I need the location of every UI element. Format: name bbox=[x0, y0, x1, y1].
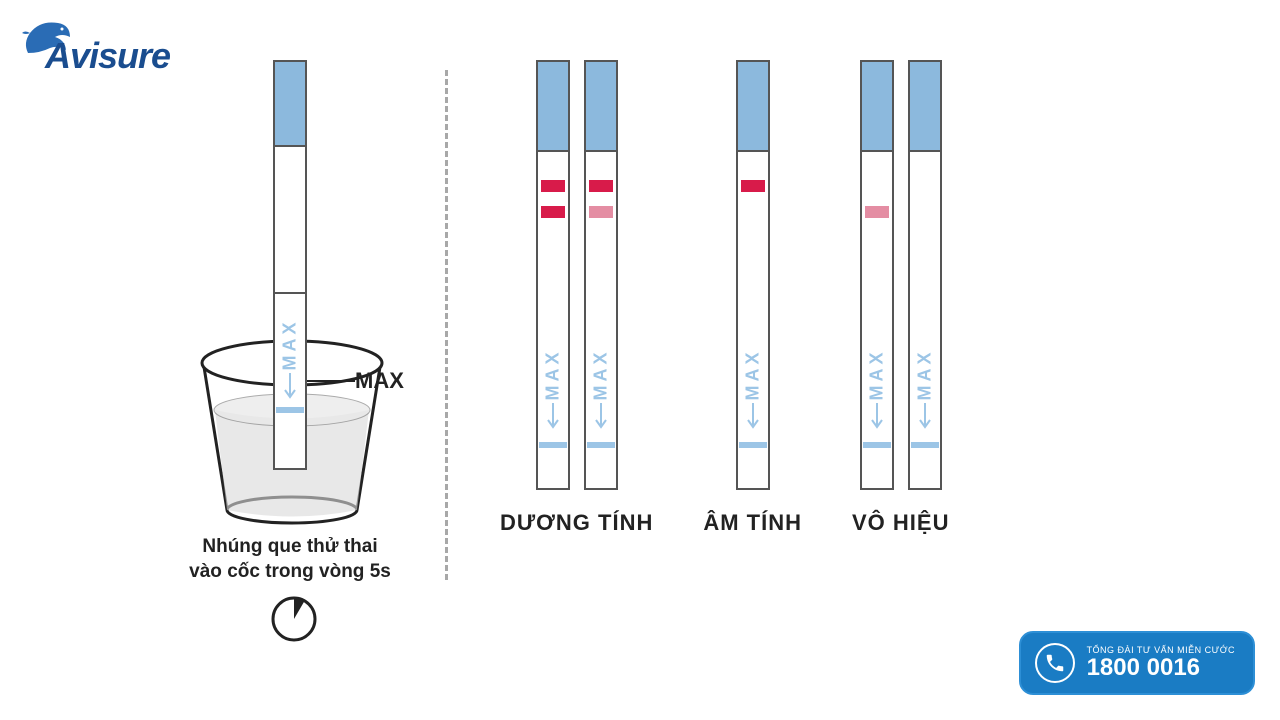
timer-icon bbox=[270, 595, 318, 648]
strip-body: MAX bbox=[538, 152, 568, 488]
down-arrow-icon bbox=[546, 403, 560, 436]
test-strip: MAX bbox=[736, 60, 770, 490]
strip-body: MAX bbox=[862, 152, 892, 488]
result-label: VÔ HIỆU bbox=[852, 510, 949, 536]
down-arrow-icon bbox=[594, 403, 608, 436]
instruction-text: Nhúng que thử thai vào cốc trong vòng 5s bbox=[140, 535, 440, 584]
test-strip: MAX bbox=[584, 60, 618, 490]
strip-cap bbox=[538, 62, 568, 152]
strips-row: MAXMAX bbox=[860, 60, 942, 490]
strips-row: MAX bbox=[736, 60, 770, 490]
result-group-1: MAX ÂM TÍNH bbox=[703, 60, 802, 536]
result-label: DƯƠNG TÍNH bbox=[500, 510, 653, 536]
diagram-content: MAX MAX Nhúng que thử thai bbox=[140, 60, 1120, 620]
down-arrow-icon bbox=[746, 403, 760, 436]
max-line bbox=[539, 442, 567, 448]
strip-max-section: MAX bbox=[538, 364, 568, 448]
strip-max-text: MAX bbox=[742, 349, 763, 401]
strip-cap bbox=[586, 62, 616, 152]
result-group-0: MAXMAXDƯƠNG TÍNH bbox=[500, 60, 653, 536]
results-panel: MAXMAXDƯƠNG TÍNHMAXÂM TÍNHMAXMAXVÔ HIỆU bbox=[440, 60, 1120, 600]
hotline-badge[interactable]: TỔNG ĐÀI TƯ VẤN MIỄN CƯỚC 1800 0016 bbox=[1019, 631, 1255, 695]
panel-divider bbox=[445, 70, 448, 580]
strip-max-text: MAX bbox=[280, 319, 301, 371]
max-line bbox=[863, 442, 891, 448]
strip-body: MAX bbox=[586, 152, 616, 488]
result-line bbox=[865, 206, 889, 218]
phone-icon bbox=[1035, 643, 1075, 683]
strip-max-text: MAX bbox=[914, 349, 935, 401]
result-line bbox=[741, 180, 765, 192]
result-label: ÂM TÍNH bbox=[703, 510, 802, 536]
max-line bbox=[587, 442, 615, 448]
strip-cap bbox=[862, 62, 892, 152]
max-line bbox=[911, 442, 939, 448]
strip-cap bbox=[910, 62, 940, 152]
strips-row: MAXMAX bbox=[536, 60, 618, 490]
result-line bbox=[541, 180, 565, 192]
max-label: MAX bbox=[355, 368, 404, 394]
strip-max-section: MAX bbox=[738, 364, 768, 448]
result-group-2: MAXMAXVÔ HIỆU bbox=[852, 60, 949, 536]
test-strip: MAX bbox=[908, 60, 942, 490]
strip-cap bbox=[738, 62, 768, 152]
down-arrow-icon bbox=[918, 403, 932, 436]
down-arrow-icon bbox=[870, 403, 884, 436]
max-pointer-line bbox=[300, 380, 355, 382]
result-line bbox=[589, 180, 613, 192]
hotline-number: 1800 0016 bbox=[1087, 655, 1235, 681]
result-line bbox=[541, 206, 565, 218]
strip-max-section: MAX bbox=[910, 364, 940, 448]
strip-max-section: MAX bbox=[862, 364, 892, 448]
max-line bbox=[739, 442, 767, 448]
result-line bbox=[589, 206, 613, 218]
instruction-panel: MAX MAX Nhúng que thử thai bbox=[140, 60, 440, 600]
strip-max-text: MAX bbox=[542, 349, 563, 401]
strip-max-section: MAX bbox=[586, 364, 616, 448]
strip-body: MAX bbox=[738, 152, 768, 488]
test-strip: MAX bbox=[536, 60, 570, 490]
strip-max-text: MAX bbox=[866, 349, 887, 401]
test-strip: MAX bbox=[860, 60, 894, 490]
strip-body: MAX bbox=[910, 152, 940, 488]
strip-max-text: MAX bbox=[590, 349, 611, 401]
dipping-strip: MAX bbox=[273, 60, 307, 470]
